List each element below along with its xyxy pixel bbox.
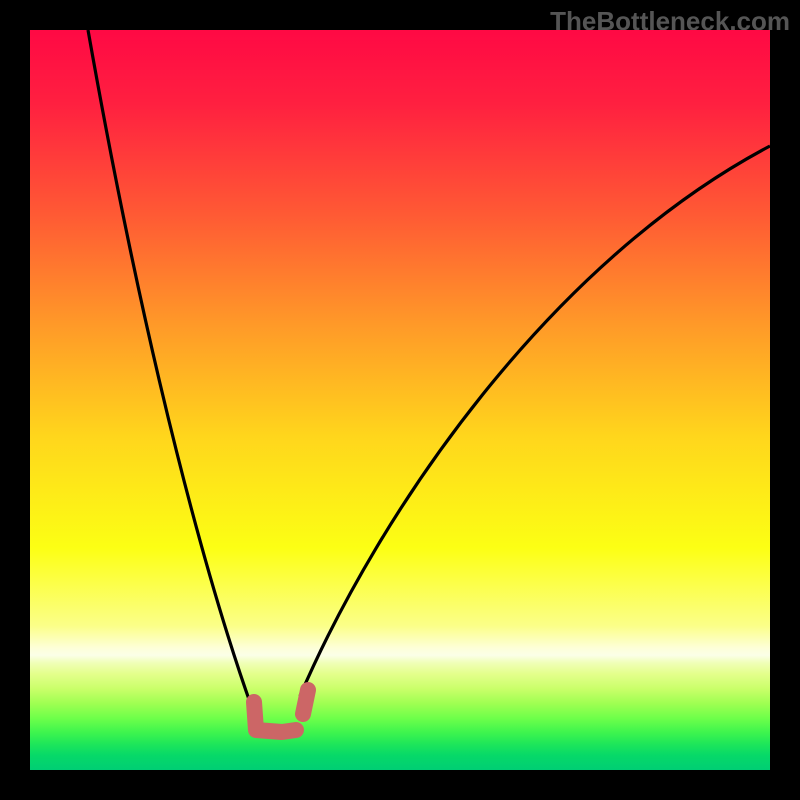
bottleneck-curve-left bbox=[88, 30, 252, 708]
chart-svg bbox=[30, 30, 770, 770]
bottleneck-curve-right bbox=[300, 146, 770, 696]
marker-u-shape bbox=[254, 702, 296, 732]
marker-tail bbox=[303, 690, 308, 714]
plot-area bbox=[30, 30, 770, 770]
